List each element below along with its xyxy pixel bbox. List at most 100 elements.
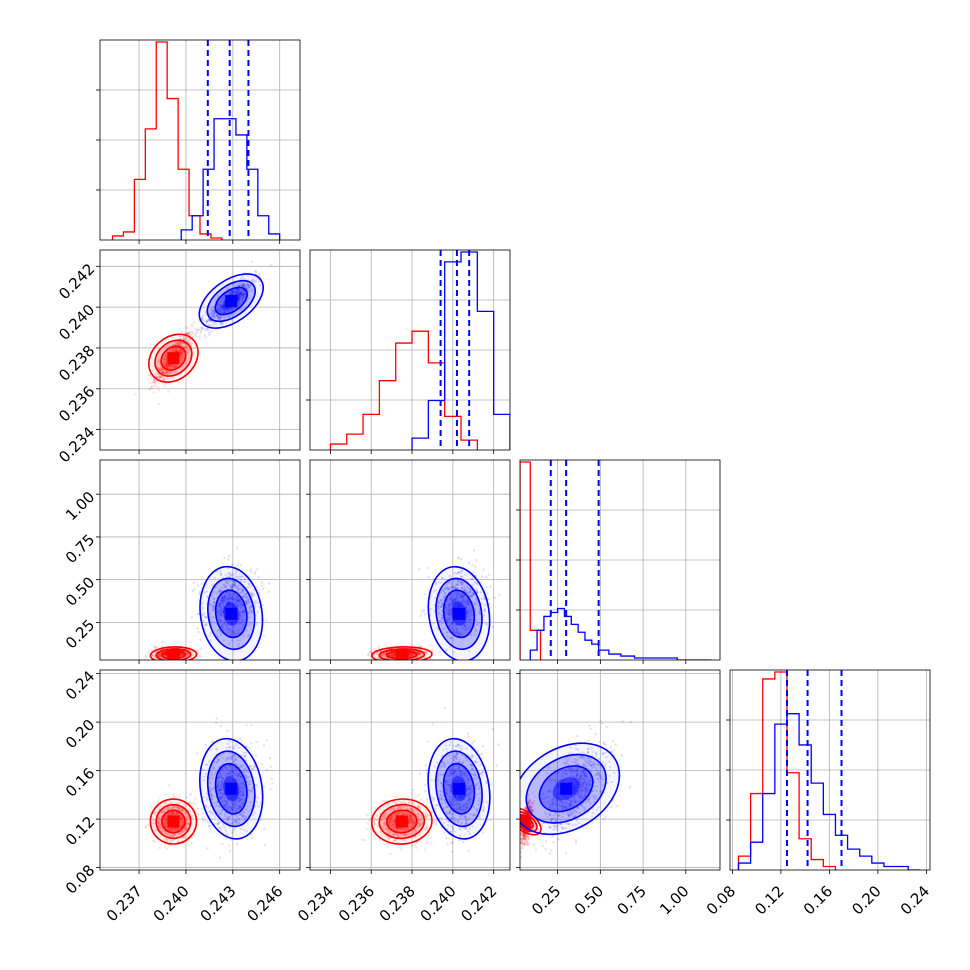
sample-point xyxy=(216,308,219,311)
sample-point xyxy=(222,604,225,608)
sample-point xyxy=(179,653,182,657)
sample-point xyxy=(166,370,169,373)
sample-point xyxy=(247,286,250,289)
sample-point xyxy=(395,643,399,646)
sample-point xyxy=(212,590,215,594)
sample-point xyxy=(236,600,240,604)
sample-point xyxy=(233,290,236,293)
sample-point xyxy=(185,652,189,655)
sample-point xyxy=(237,643,240,646)
sample-point xyxy=(180,654,183,657)
sample-point xyxy=(218,308,221,311)
sample-point xyxy=(216,610,219,613)
sample-point xyxy=(178,356,182,359)
sample-point xyxy=(222,311,225,314)
sample-point xyxy=(151,648,155,652)
sample-point xyxy=(216,314,219,317)
sample-point xyxy=(219,619,223,622)
sample-point xyxy=(159,375,162,378)
sample-point xyxy=(164,654,168,657)
sample-point xyxy=(232,631,235,634)
sample-point xyxy=(167,372,170,375)
sample-point xyxy=(227,642,231,645)
sample-point xyxy=(477,622,480,625)
sample-point xyxy=(251,277,255,280)
sample-point xyxy=(241,284,245,287)
sample-point xyxy=(163,653,166,657)
sample-point xyxy=(237,611,241,615)
sample-point xyxy=(150,375,153,378)
sample-point xyxy=(180,348,183,351)
sample-point xyxy=(220,308,224,311)
sample-point xyxy=(160,371,164,374)
sample-point xyxy=(164,361,168,364)
sample-point xyxy=(177,350,181,353)
sample-point xyxy=(219,589,223,592)
sample-point xyxy=(157,654,160,658)
sample-point xyxy=(262,587,265,591)
sample-point xyxy=(376,657,380,660)
sample-point xyxy=(247,290,250,294)
sample-point xyxy=(450,607,454,611)
sample-point xyxy=(245,629,248,632)
sample-point xyxy=(221,596,224,600)
sample-point xyxy=(450,622,453,625)
sample-point xyxy=(232,580,236,583)
sample-point xyxy=(150,649,153,652)
sample-point xyxy=(242,611,246,614)
sample-point xyxy=(489,585,492,588)
sample-point xyxy=(219,310,223,313)
sample-point xyxy=(224,315,227,319)
sample-point xyxy=(245,592,248,596)
sample-point xyxy=(157,654,160,657)
sample-point xyxy=(162,653,166,657)
sample-point xyxy=(158,377,161,380)
sample-point xyxy=(227,602,230,605)
sample-point xyxy=(181,351,184,354)
sample-point xyxy=(429,657,432,660)
sample-point xyxy=(228,621,231,624)
sample-point xyxy=(427,576,430,579)
sample-point xyxy=(192,801,195,804)
sample-point xyxy=(237,297,240,300)
sample-point xyxy=(237,584,240,587)
sample-point xyxy=(151,839,154,843)
sample-point xyxy=(228,555,231,558)
sample-point xyxy=(222,612,225,615)
sample-point xyxy=(208,615,212,619)
sample-point xyxy=(231,598,234,601)
sample-point xyxy=(240,292,243,296)
sample-point xyxy=(243,593,246,596)
sample-point xyxy=(229,592,232,595)
sample-point xyxy=(164,653,168,656)
sample-point xyxy=(193,333,197,336)
sample-point xyxy=(223,309,226,312)
sample-point xyxy=(219,307,222,310)
sample-point xyxy=(223,615,226,618)
sample-point xyxy=(257,272,261,276)
sample-point xyxy=(222,623,225,626)
sample-point xyxy=(194,797,197,800)
sample-point xyxy=(228,580,231,583)
sample-point xyxy=(417,650,420,654)
sample-point xyxy=(265,619,268,622)
sample-point xyxy=(203,591,206,594)
sample-point xyxy=(220,300,223,304)
sample-point xyxy=(184,346,187,349)
sample-point xyxy=(233,289,236,293)
sample-point xyxy=(453,572,457,575)
sample-point xyxy=(209,639,213,642)
sample-point xyxy=(246,288,250,292)
sample-point xyxy=(213,312,216,315)
sample-point xyxy=(225,307,228,310)
sample-point xyxy=(231,605,235,608)
sample-point xyxy=(152,365,155,368)
sample-point xyxy=(240,610,244,614)
sample-point xyxy=(212,600,215,604)
sample-point xyxy=(237,617,240,621)
sample-point xyxy=(242,284,246,288)
sample-point xyxy=(181,341,185,345)
sample-point xyxy=(176,341,179,345)
panel-2-2 xyxy=(306,249,511,454)
sample-point xyxy=(208,634,211,637)
